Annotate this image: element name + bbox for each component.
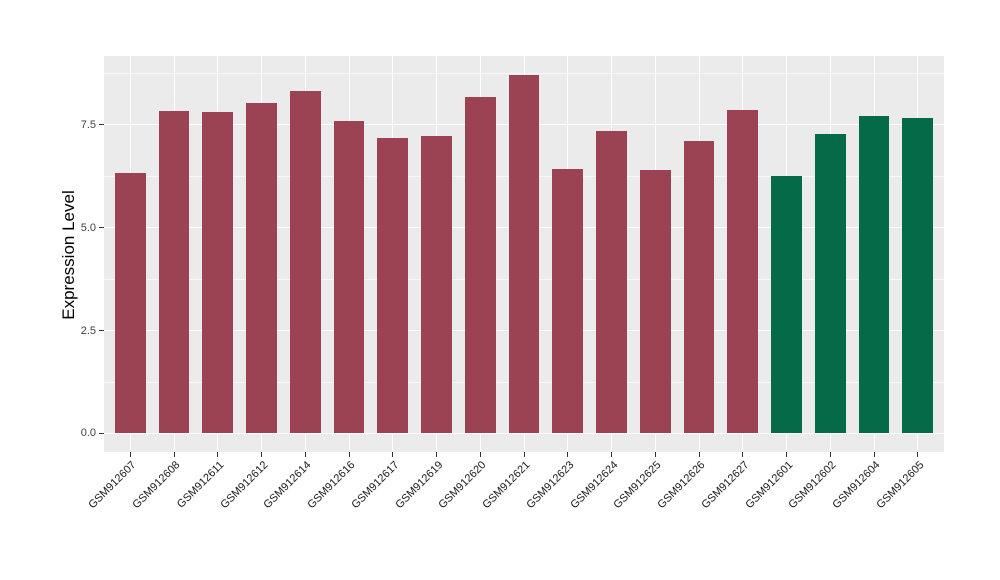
bar xyxy=(464,97,496,434)
bar xyxy=(727,110,759,434)
y-tick xyxy=(99,330,104,332)
x-tick xyxy=(479,452,481,457)
bar xyxy=(421,135,452,434)
bar xyxy=(552,168,584,434)
x-tick-label: GSM912605 xyxy=(874,459,927,512)
y-axis-title: Expression Level xyxy=(59,190,78,320)
bar xyxy=(771,176,802,434)
x-tick xyxy=(786,452,787,457)
bar xyxy=(114,172,146,434)
x-tick xyxy=(304,452,306,457)
x-tick xyxy=(217,452,219,457)
bar xyxy=(858,115,890,434)
bar xyxy=(158,111,190,434)
bar xyxy=(289,90,321,434)
x-tick xyxy=(436,452,437,457)
x-tick xyxy=(523,452,525,457)
bar xyxy=(814,134,846,434)
x-tick xyxy=(173,452,175,457)
y-tick-label: 5.0 xyxy=(80,221,96,234)
x-tick xyxy=(917,452,919,457)
y-tick xyxy=(99,124,104,126)
y-tick-label: 7.5 xyxy=(80,118,96,131)
bar xyxy=(596,131,627,434)
bar xyxy=(683,140,715,434)
bar xyxy=(333,121,365,434)
x-tick xyxy=(129,452,131,457)
y-tick xyxy=(99,227,104,229)
plot-panel xyxy=(104,56,944,452)
bar xyxy=(202,111,234,434)
x-tick xyxy=(567,452,569,457)
x-tick xyxy=(742,452,744,457)
x-tick xyxy=(873,452,875,457)
bar xyxy=(377,137,409,434)
x-tick xyxy=(261,452,262,457)
bar xyxy=(246,103,277,434)
y-tick xyxy=(99,432,104,434)
bar xyxy=(902,118,934,434)
x-tick xyxy=(654,452,656,457)
x-tick xyxy=(829,452,831,457)
bar xyxy=(639,170,671,434)
x-tick xyxy=(698,452,700,457)
bar xyxy=(508,74,540,434)
y-tick-label: 2.5 xyxy=(80,324,96,337)
x-tick xyxy=(348,452,350,457)
x-tick xyxy=(392,452,394,457)
y-tick-label: 0.0 xyxy=(80,427,96,440)
x-tick xyxy=(611,452,612,457)
